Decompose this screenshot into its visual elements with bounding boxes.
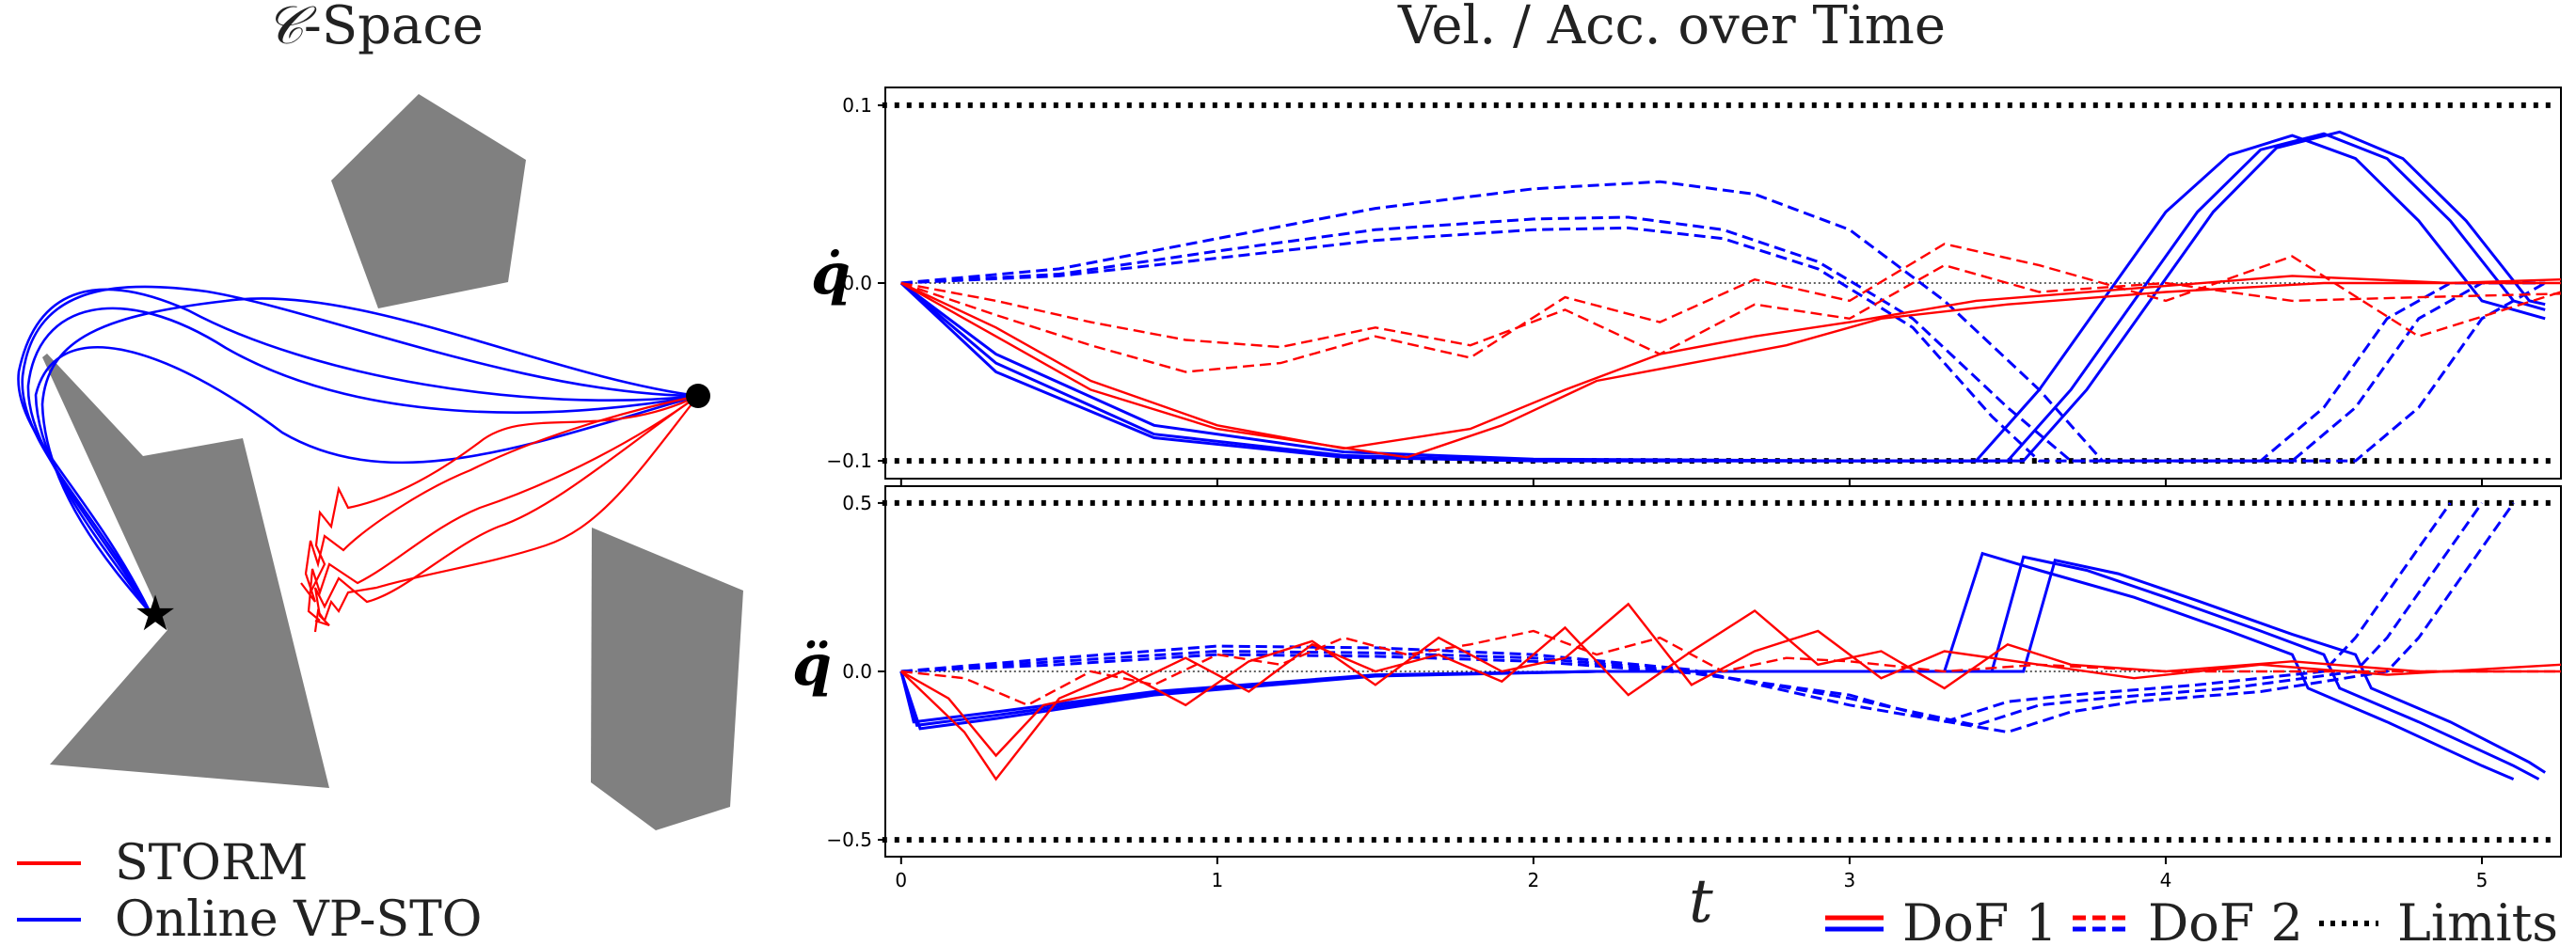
velocity-series-line	[900, 226, 2546, 463]
acceleration-series-line	[900, 502, 2452, 724]
velocity-series-line	[899, 134, 2546, 463]
c-space-title-rest: -Space	[304, 0, 484, 56]
legend-vpsto-label: Online VP-STO	[115, 891, 482, 946]
obstacle-pentagon	[331, 94, 526, 308]
goal-star-icon: ★	[134, 586, 178, 642]
acceleration-xtick-label: 1	[1211, 869, 1223, 891]
velocity-series-line	[900, 215, 2546, 463]
acceleration-series-line	[900, 629, 2561, 707]
legend-limits-label: Limits	[2397, 893, 2558, 946]
velocity-ytick-label: 0.0	[842, 272, 872, 294]
velocity-series-line	[900, 281, 2561, 459]
acceleration-ylabel: q̈	[792, 633, 832, 699]
acceleration-series-line	[899, 602, 2562, 781]
acceleration-plot: q̈ −0.5 0.0 0.5 0 1 2 3 4 5	[792, 485, 2562, 891]
acceleration-series	[882, 499, 2562, 844]
c-space-title: 𝒞-Space	[265, 0, 484, 56]
velocity-ylabel: q̇	[811, 242, 851, 307]
acceleration-xtick-label: 4	[2160, 869, 2172, 891]
acceleration-series-line	[899, 555, 2540, 780]
acceleration-series-line	[900, 502, 2515, 734]
c-space-panel: 𝒞-Space ★ STORM Online VP-STO	[17, 0, 743, 946]
style-legend: DoF 1 DoF 2 Limits	[1825, 893, 2558, 946]
acceleration-series-line	[899, 559, 2547, 774]
legend-dof2-label: DoF 2	[2148, 893, 2303, 946]
path-legend: STORM Online VP-STO	[17, 835, 482, 946]
velocity-ytick-label: 0.1	[842, 94, 872, 117]
acceleration-ytick-label: −0.5	[826, 828, 872, 851]
acceleration-xtick-label: 0	[895, 869, 907, 891]
velocity-series-line	[900, 263, 2562, 355]
acceleration-series-line	[900, 502, 2484, 727]
legend-dof1-label: DoF 1	[1902, 893, 2058, 946]
obstacle-quadrilateral	[591, 528, 743, 830]
vpsto-paths	[17, 285, 699, 614]
acceleration-ytick-label: 0.0	[842, 660, 872, 683]
velocity-series-line	[899, 130, 2546, 463]
time-xlabel: t	[1689, 867, 1713, 937]
start-dot-icon	[686, 384, 710, 408]
acceleration-series-line	[899, 551, 2515, 780]
acceleration-ytick-label: 0.5	[842, 492, 872, 514]
velocity-series	[882, 102, 2562, 465]
obstacle-arrowhead	[42, 354, 329, 788]
velocity-series-line	[899, 132, 2546, 463]
velocity-series-line	[900, 243, 2562, 373]
legend-dof2-swatch	[2073, 915, 2129, 932]
acceleration-xtick-label: 3	[1844, 869, 1856, 891]
acceleration-xtick-label: 2	[1528, 869, 1540, 891]
legend-storm-label: STORM	[115, 835, 308, 891]
vel-acc-title: Vel. / Acc. over Time	[1397, 0, 1946, 56]
legend-dof1-swatch	[1825, 915, 1884, 932]
acceleration-axis-ticks: −0.5 0.0 0.5 0 1 2 3 4 5	[826, 492, 2488, 891]
velocity-ytick-label: −0.1	[826, 449, 872, 472]
acceleration-xtick-label: 5	[2476, 869, 2489, 891]
velocity-series-line	[900, 180, 2546, 463]
acceleration-series-line	[900, 609, 2561, 758]
velocity-axis-ticks: −0.1 0.0 0.1	[826, 94, 2483, 486]
storm-paths	[300, 394, 699, 633]
velocity-plot: q̇ −0.1 0.0 0.1	[811, 87, 2562, 486]
